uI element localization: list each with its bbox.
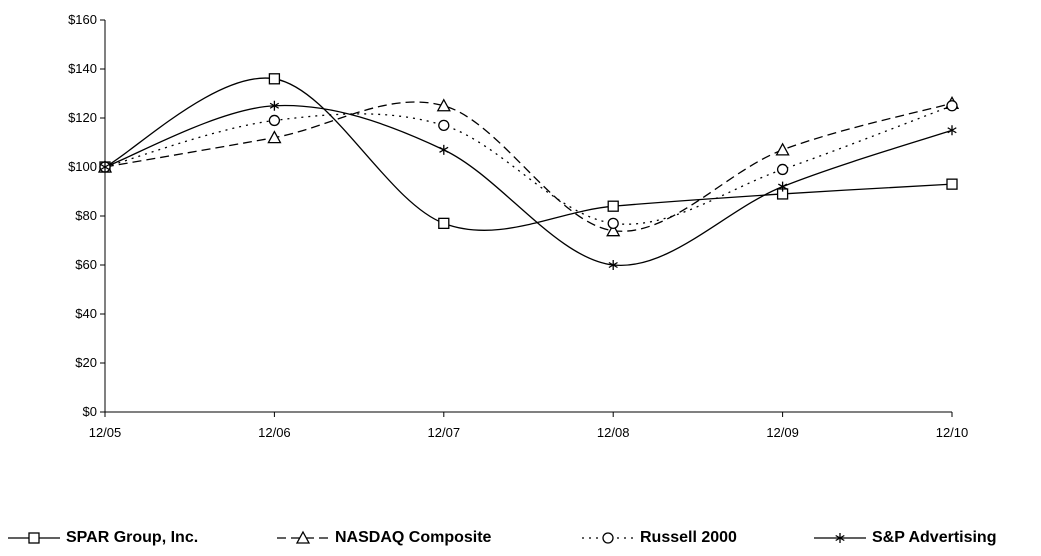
data-point-star [269,100,280,111]
legend-swatch-sp-advertising [814,533,866,543]
y-tick-label: $120 [68,110,97,125]
legend-label: SPAR Group, Inc. [66,529,199,546]
y-tick-label: $160 [68,12,97,27]
chart-series-lines [104,77,953,266]
data-point-star [608,260,618,270]
legend-swatch-nasdaq [277,530,329,544]
y-tick-label: $20 [75,355,97,370]
legend-label: Russell 2000 [640,529,737,546]
x-tick-label: 12/05 [89,425,122,440]
y-tick-label: $40 [75,306,97,321]
chart-axes: $0 $20 $40 $60 $80 $100 $120 $140 $160 12/05 12/06… [68,12,968,440]
y-tick-label: $0 [83,404,97,419]
chart-series-markers [97,73,960,270]
legend-swatch-russell [582,532,634,544]
y-tick-label: $140 [68,61,97,76]
legend-item-nasdaq: NASDAQ Composite [275,526,491,550]
series-line-star [104,104,953,266]
y-tick-label: $60 [75,257,97,272]
series-line-circle [104,105,953,225]
chart-legend: SPAR Group, Inc. NASDAQ Composite Russel… [0,526,1041,556]
data-point-circle [776,163,789,176]
data-point-star [947,125,957,136]
x-tick-label: 12/09 [766,425,799,440]
legend-swatch-spar [8,532,60,544]
x-tick-label: 12/10 [936,425,969,440]
x-tick-label: 12/08 [597,425,630,440]
legend-item-sp-advertising: S&P Advertising [812,526,996,550]
data-point-triangle [775,142,790,156]
series-line-square [104,77,953,231]
data-point-circle [268,114,281,127]
data-point-star [100,162,110,172]
data-point-triangle [436,98,451,112]
x-tick-label: 12/06 [258,425,291,440]
legend-label: NASDAQ Composite [335,529,492,546]
data-point-square [607,200,619,212]
data-point-star [777,181,788,192]
legend-item-russell: Russell 2000 [580,526,737,550]
x-tick-label: 12/07 [428,425,461,440]
data-point-square [946,178,958,190]
data-point-circle [946,100,958,112]
line-chart: $0 $20 $40 $60 $80 $100 $120 $140 $160 12/05 12/06… [68,12,968,440]
data-point-square [438,217,450,230]
y-tick-label: $80 [75,208,97,223]
data-point-square [268,73,281,85]
series-line-triangle [104,101,953,232]
data-point-star [439,144,449,155]
data-point-circle [607,217,619,230]
legend-label: S&P Advertising [872,529,997,546]
data-point-triangle [267,130,282,144]
data-point-circle [438,119,450,131]
data-point-triangle [606,223,621,237]
y-tick-label: $100 [68,159,97,174]
legend-item-spar: SPAR Group, Inc. [6,526,198,550]
